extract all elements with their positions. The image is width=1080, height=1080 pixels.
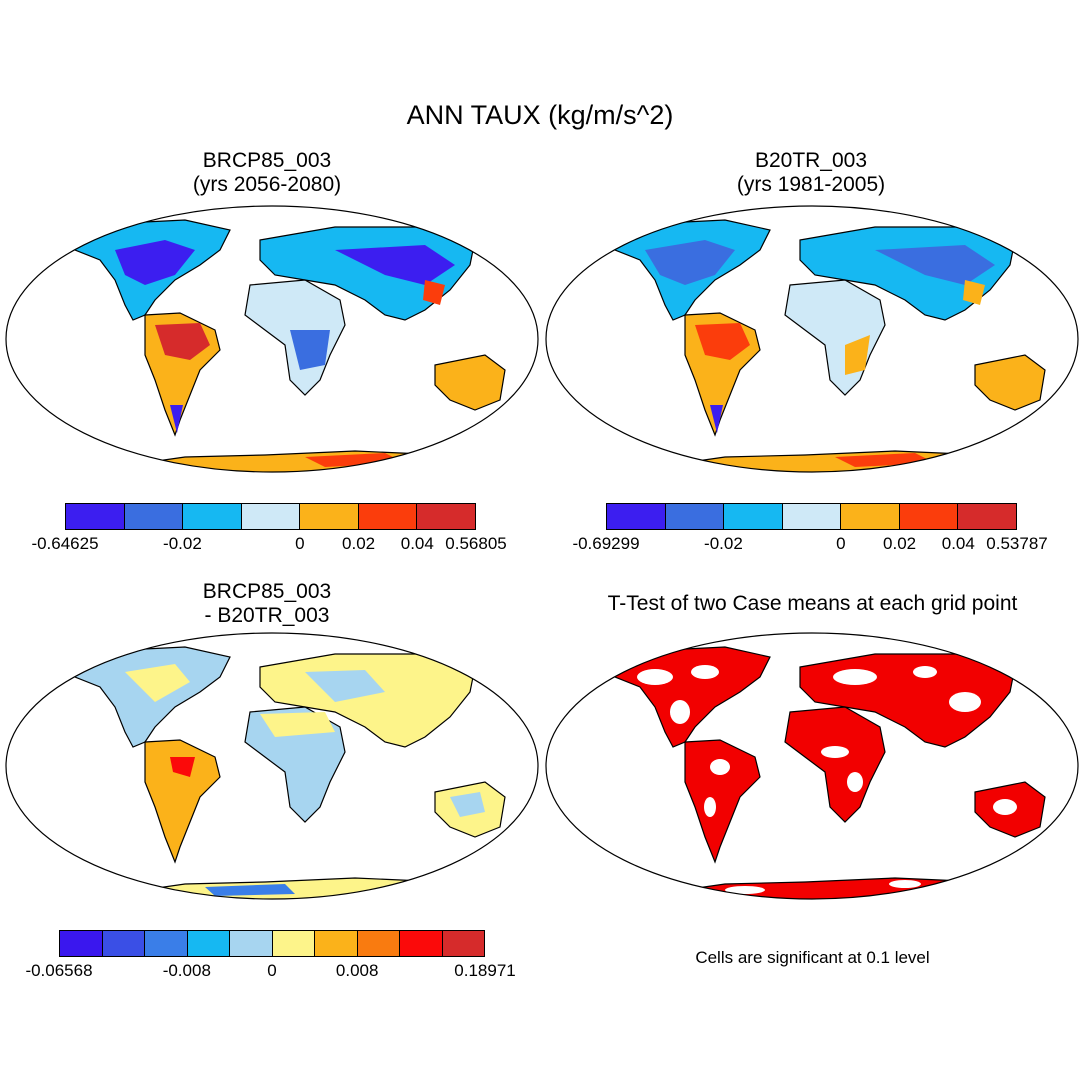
colorbar-tick-label: -0.69299 [572,534,640,553]
region-amazon-hot [155,323,210,360]
map-bottom-right [545,632,1079,900]
colorbar-tick-label: 0.04 [400,534,434,553]
colorbar-tick-label: 0.04 [941,534,975,553]
colorbar-swatch [124,504,184,529]
colorbar-swatch [357,931,400,956]
map-border [5,205,539,473]
significance-note: Cells are significant at 0.1 level [695,948,930,967]
panel-title-line1: BRCP85_003 [202,149,332,172]
map-border [545,632,1079,900]
region-china-warm [963,280,985,305]
panel-title-bottom-right: T-Test of two Case means at each grid po… [607,592,1018,615]
continent-africa [784,706,886,823]
continent-australia [974,354,1046,411]
colorbar-swatch [230,931,273,956]
colorbar-tick-label: -0.64625 [31,534,99,553]
region-antarctica-blue [205,884,295,896]
colorbar-swatch [607,504,666,529]
colorbar-swatch [187,931,230,956]
colorbar-tick-label: 0.02 [883,534,917,553]
region-amazon-hot [695,323,750,360]
continent-south-america [144,739,221,864]
map-top-right [545,205,1079,473]
colorbar-tick-label: 0.02 [342,534,376,553]
region-asia-dark [335,245,455,285]
colorbar-swatch [241,504,301,529]
colorbar-swatch [899,504,959,529]
colorbar-tick-label: 0.53787 [986,534,1048,553]
colorbar-swatch [358,504,418,529]
colorbar-swatch [66,504,125,529]
panel-title-line2: (yrs 1981-2005) [736,173,886,196]
region-patagonia-cold [710,405,723,433]
map-bottom-left [5,632,539,900]
continent-australia [434,354,506,411]
panel-title-line1: BRCP85_003 [202,580,332,603]
colorbar-tick-label: 0 [295,534,305,553]
panel-title-line1: B20TR_003 [754,149,868,172]
panel-title-top-right: B20TR_003 (yrs 1981-2005) [641,149,981,197]
continent-north-america [64,646,231,748]
region-china-warm [423,280,445,305]
nonsignificant-cells [637,665,1017,894]
colorbar-tick-label: -0.02 [163,534,202,553]
colorbar-swatch [782,504,842,529]
colorbar-swatch [272,931,315,956]
figure-title: ANN TAUX (kg/m/s^2) [406,100,674,130]
colorbar-tick-label: -0.02 [704,534,743,553]
panel-title-line2: - B20TR_003 [204,604,330,627]
colorbar-swatch [417,504,476,529]
colorbar-tick-label: 0 [836,534,846,553]
colorbar-tick-label: 0.18971 [454,961,516,980]
colorbar-swatch [145,931,188,956]
colorbar-swatch [841,504,900,529]
colorbar-tick-label: 0.56805 [445,534,507,553]
colorbar-tick-label: 0.008 [335,961,379,980]
region-north-america-dark [115,240,195,285]
colorbar-swatch [400,931,443,956]
colorbar-tick-label: -0.06568 [25,961,93,980]
region-central-africa [290,330,330,370]
panel-title-top-left: BRCP85_003 (yrs 2056-2080) [97,149,437,197]
region-north-america-yellow [125,664,190,702]
colorbar-tick-label: -0.008 [162,961,211,980]
map-border [545,205,1079,473]
colorbar-tick-label: 0 [267,961,277,980]
colorbar-swatch [60,931,103,956]
map-border [5,632,539,900]
colorbar-swatch [724,504,783,529]
colorbar-swatch [102,931,145,956]
map-top-left [5,205,539,473]
colorbar-bottom-left [59,930,485,957]
continent-africa [244,706,346,823]
colorbar-swatch [300,504,359,529]
region-australia-blue [450,792,485,817]
region-amazon-red [170,757,195,777]
panel-title-bottom-left: BRCP85_003 - B20TR_003 [97,580,437,628]
colorbar-swatch [958,504,1017,529]
region-north-america-dark [645,240,735,285]
region-east-africa-warm [845,335,870,375]
continent-south-america [684,739,761,864]
colorbar-swatch [442,931,484,956]
region-eurasia-blue [305,670,385,702]
colorbar-swatch [315,931,358,956]
colorbar-top-right [606,503,1017,530]
region-asia-dark [875,245,995,285]
panel-title-line2: (yrs 2056-2080) [192,173,342,196]
region-patagonia-cold [170,405,183,433]
colorbar-top-left [65,503,476,530]
colorbar-swatch [665,504,725,529]
colorbar-swatch [183,504,242,529]
region-sahara-yellow [260,712,335,737]
